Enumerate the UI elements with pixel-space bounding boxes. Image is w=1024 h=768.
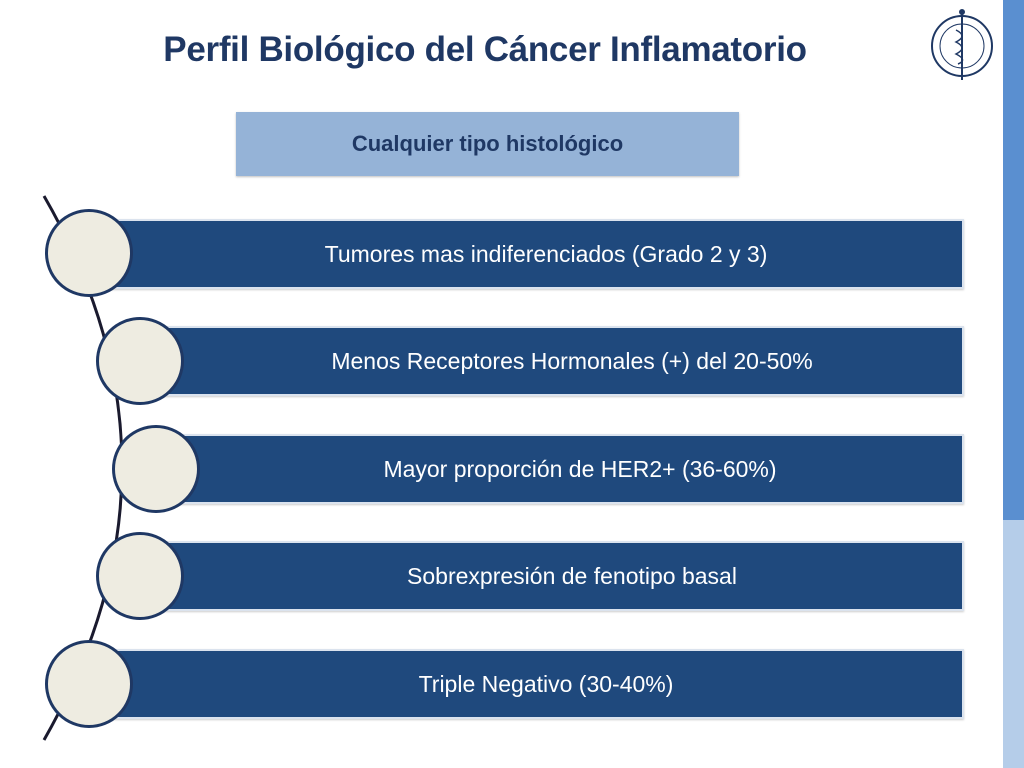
bullet-circle — [45, 209, 133, 297]
bullet-circle — [112, 425, 200, 513]
accent-strip-top — [1003, 0, 1024, 520]
slide-title: Perfil Biológico del Cáncer Inflamatorio — [163, 30, 807, 69]
accent-strip-bottom — [1003, 520, 1024, 768]
subtitle-text: Cualquier tipo histológico — [351, 131, 624, 156]
bullet-circle — [96, 532, 184, 620]
list-item-label: Mayor proporción de HER2+ (36-60%) — [383, 455, 777, 482]
list-item-label: Tumores mas indiferenciados (Grado 2 y 3… — [324, 240, 768, 267]
list-item: Menos Receptores Hormonales (+) del 20-5… — [140, 326, 964, 396]
list-item-label: Sobrexpresión de fenotipo basal — [407, 562, 737, 589]
list-item-label: Menos Receptores Hormonales (+) del 20-5… — [331, 347, 813, 374]
list-item: Tumores mas indiferenciados (Grado 2 y 3… — [88, 219, 964, 289]
institution-seal-icon — [931, 9, 993, 80]
list-item: Mayor proporción de HER2+ (36-60%) — [156, 434, 964, 504]
list-item: Sobrexpresión de fenotipo basal — [140, 541, 964, 611]
subtitle-box: Cualquier tipo histológico — [236, 112, 739, 176]
list-item-label: Triple Negativo (30-40%) — [418, 670, 674, 697]
bullet-circle — [45, 640, 133, 728]
list-item: Triple Negativo (30-40%) — [88, 649, 964, 719]
bullet-circle — [96, 317, 184, 405]
